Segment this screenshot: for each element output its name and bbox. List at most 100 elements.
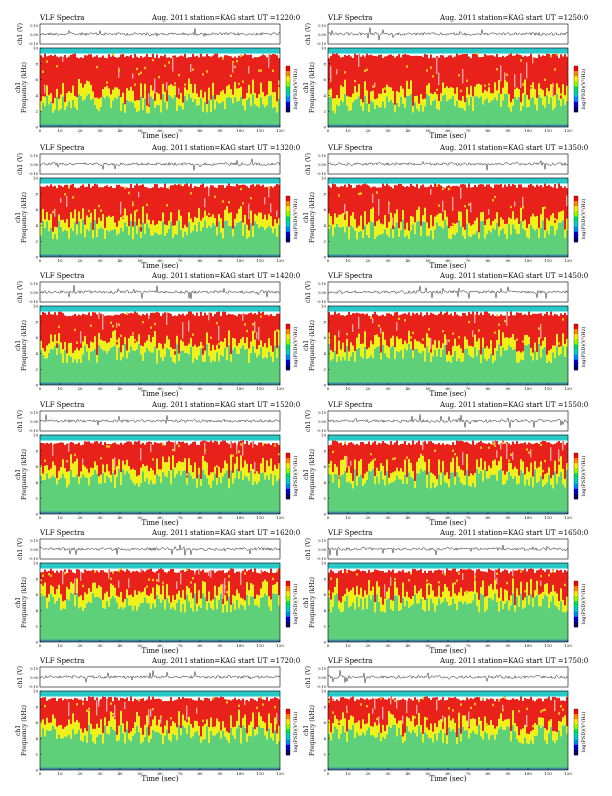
mid-cell [82,88,84,101]
streak-cell [254,462,255,472]
high-cell [396,185,398,209]
high-cell [418,56,420,104]
x-tick-label: 0 [39,643,42,648]
low-cell [344,601,346,642]
x-axis-label: Time (sec) [141,132,178,140]
mid-cell [106,217,108,230]
mid-cell [504,80,506,94]
mid-cell [188,717,190,725]
mid-cell [238,343,240,354]
low-cell [468,105,470,127]
high-cell [276,184,278,223]
low-cell [190,475,192,514]
low-cell [102,473,104,514]
mid-cell [382,466,384,480]
mid-cell [42,348,44,355]
speck-cell [112,325,114,327]
mid-cell [338,215,340,227]
low-cell [66,106,68,127]
low-cell [70,739,72,770]
mid-cell [242,337,244,345]
low-cell [216,485,218,514]
high-cell [108,187,110,216]
high-cell [524,56,526,80]
low-cell [416,604,418,642]
high-cell [148,442,150,472]
low-cell [154,347,156,385]
low-cell [110,482,112,514]
colorbar-swatch [286,66,290,71]
mid-cell [248,85,250,98]
low-cell [364,225,366,257]
y-tick-label: 8 [323,191,326,196]
speck-cell [76,341,78,343]
high-cell [424,54,426,99]
low-cell [86,743,88,770]
high-cell [402,186,404,210]
low-cell [236,223,238,257]
channel-label: ch1 [15,340,22,351]
high-cell [506,570,508,590]
high-cell [366,573,368,595]
low-cell [48,231,50,257]
mid-cell [254,93,256,104]
streak-cell [140,448,141,461]
mid-cell [126,350,128,358]
mid-cell [156,348,158,363]
y-tick-label: 2 [35,496,38,501]
mid-cell [108,597,110,607]
low-cell [70,108,72,127]
mid-cell [164,92,166,102]
high-cell [124,572,126,599]
streak-cell [128,578,129,587]
low-cell [360,356,362,385]
low-cell [426,346,428,385]
low-cell [474,594,476,642]
mid-cell [334,335,336,350]
streak-cell [180,573,181,585]
streak-cell [268,54,269,67]
high-cell [164,55,166,92]
mid-cell [486,471,488,478]
mid-cell [230,212,232,226]
high-cell [564,186,566,229]
colorbar-swatch [574,107,578,112]
mid-cell [458,211,460,220]
high-cell [170,58,172,84]
high-cell [444,57,446,87]
mid-cell [88,588,90,602]
low-cell [218,361,220,385]
speck-cell [64,572,66,574]
low-cell [72,477,74,514]
high-cell [428,315,430,338]
low-cell [272,485,274,514]
high-cell [230,186,232,212]
mid-cell [532,214,534,229]
low-cell [48,353,50,385]
low-cell [548,475,550,514]
high-cell [560,54,562,98]
low-cell [532,228,534,257]
high-cell [396,441,398,468]
low-cell [450,99,452,127]
mid-cell [488,586,490,598]
high-cell [534,314,536,343]
mid-cell [102,600,104,608]
high-cell [484,312,486,349]
mid-cell [74,595,76,606]
low-cell [118,233,120,257]
high-cell [214,441,216,467]
low-cell [134,606,136,642]
low-cell [554,235,556,257]
high-cell [212,699,214,727]
high-cell [544,572,546,585]
low-cell [330,225,332,257]
low-cell [180,612,182,642]
high-cell [476,54,478,84]
high-cell [460,55,462,101]
mid-cell [504,475,506,484]
mid-cell [98,476,100,483]
high-cell [220,442,222,473]
mid-cell [432,474,434,483]
low-cell [150,353,152,385]
